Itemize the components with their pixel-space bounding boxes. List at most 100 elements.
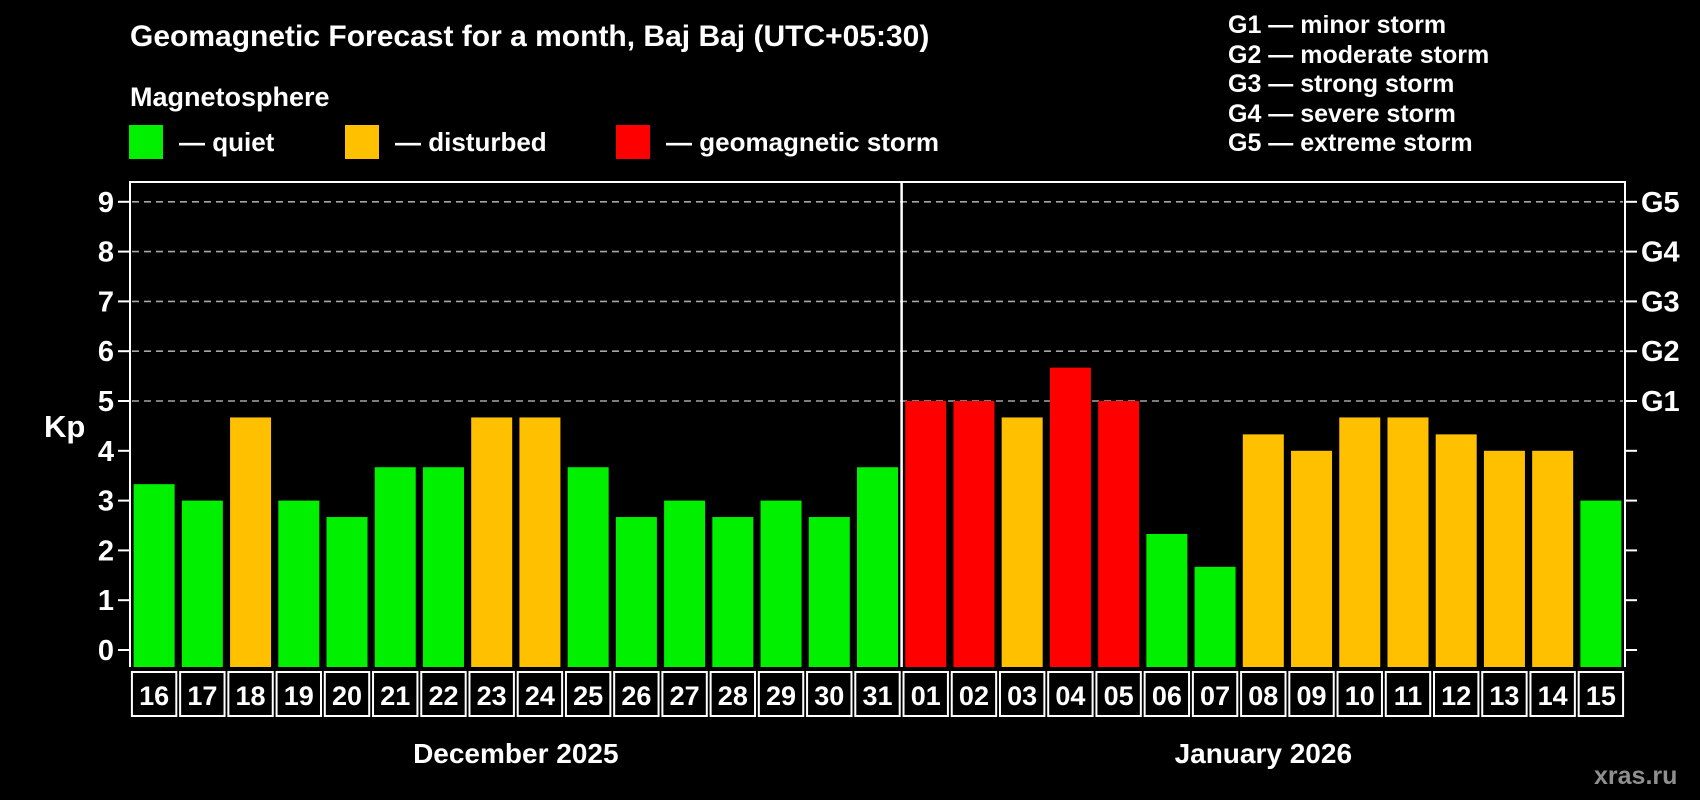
day-box-03 [998, 671, 1046, 717]
disturbed-label: — disturbed [395, 126, 547, 157]
y-tick-label-9: 9 [98, 187, 114, 219]
day-box-31 [854, 671, 901, 717]
y-tick-label-4: 4 [98, 436, 114, 468]
day-box-17 [179, 671, 226, 717]
kp-bar-january-12 [1435, 434, 1477, 667]
day-label-22: 22 [428, 681, 458, 711]
day-label-09: 09 [1297, 681, 1327, 711]
disturbed-color-swatch [345, 125, 379, 159]
day-label-20: 20 [332, 681, 362, 711]
day-label-01: 01 [911, 681, 941, 711]
day-label-07: 07 [1200, 681, 1230, 711]
day-label-30: 30 [814, 681, 844, 711]
plot-border [129, 181, 1626, 667]
kp-bar-december-24 [519, 417, 561, 667]
day-label-14: 14 [1538, 681, 1568, 711]
kp-bar-december-29 [760, 500, 802, 667]
g-level-label-G3: G3 [1641, 286, 1680, 318]
day-label-31: 31 [862, 681, 892, 711]
day-box-07 [1191, 671, 1239, 717]
kp-bar-january-11 [1387, 417, 1429, 667]
y-tick-label-6: 6 [98, 336, 114, 368]
day-label-28: 28 [718, 681, 748, 711]
g3-legend-line: G3 — strong storm [1228, 70, 1455, 98]
day-label-02: 02 [959, 681, 989, 711]
magnetosphere-subtitle: Magnetosphere [130, 82, 330, 112]
day-box-29 [757, 671, 805, 717]
day-label-11: 11 [1394, 681, 1423, 711]
day-label-05: 05 [1104, 681, 1134, 711]
xras-watermark: xras.ru [1594, 762, 1678, 790]
y-tick-label-5: 5 [98, 386, 114, 418]
y-tick-label-2: 2 [98, 535, 114, 567]
day-box-16 [130, 671, 178, 717]
y-tick-label-3: 3 [98, 486, 114, 518]
day-label-26: 26 [621, 681, 651, 711]
day-label-23: 23 [477, 681, 507, 711]
day-box-08 [1240, 671, 1287, 717]
day-box-27 [661, 671, 708, 717]
g4-legend-line: G4 — severe storm [1228, 99, 1456, 128]
kp-bar-january-15 [1580, 500, 1622, 667]
day-box-25 [564, 671, 612, 717]
day-box-18 [227, 671, 274, 717]
quiet-label: — quiet [179, 126, 275, 157]
day-box-14 [1529, 671, 1576, 717]
day-box-19 [275, 671, 322, 717]
g-level-label-G4: G4 [1641, 237, 1680, 269]
storm-label: — geomagnetic storm [666, 126, 940, 157]
kp-bar-january-10 [1339, 417, 1381, 667]
day-label-18: 18 [236, 681, 266, 711]
kp-bar-december-28 [712, 517, 754, 667]
month-label-0: December 2025 [413, 738, 618, 769]
day-box-04 [1047, 671, 1094, 717]
kp-bar-december-20 [326, 517, 368, 667]
kp-bar-january-08 [1242, 434, 1284, 667]
kp-bar-january-13 [1483, 450, 1525, 667]
day-box-30 [806, 671, 853, 717]
kp-bar-january-01 [905, 401, 947, 667]
g2-legend-line: G2 — moderate storm [1228, 40, 1490, 69]
day-label-17: 17 [187, 681, 217, 711]
day-box-20 [323, 671, 371, 717]
page-title: Geomagnetic Forecast for a month, Baj Ba… [130, 20, 930, 53]
g5-legend-line: G5 — extreme storm [1228, 129, 1473, 157]
kp-bar-january-02 [953, 401, 995, 667]
kp-bar-january-03 [1001, 417, 1043, 667]
g-level-label-G2: G2 [1641, 336, 1680, 368]
kp-bar-january-04 [1049, 367, 1091, 667]
day-box-28 [709, 671, 757, 717]
day-box-11 [1384, 671, 1432, 717]
day-box-05 [1095, 671, 1142, 717]
day-label-29: 29 [766, 681, 796, 711]
day-label-04: 04 [1055, 681, 1085, 711]
day-label-06: 06 [1152, 681, 1182, 711]
kp-bar-december-26 [615, 517, 657, 667]
day-label-12: 12 [1441, 681, 1471, 711]
day-box-23 [468, 671, 515, 717]
day-label-21: 21 [380, 681, 410, 711]
g-level-label-G5: G5 [1641, 187, 1680, 219]
kp-bar-december-16 [133, 484, 175, 667]
day-label-27: 27 [670, 681, 700, 711]
kp-bar-december-17 [181, 500, 223, 667]
kp-bar-december-19 [278, 500, 320, 667]
kp-axis-title: Kp [44, 409, 85, 444]
day-label-13: 13 [1489, 681, 1519, 711]
day-box-02 [950, 671, 998, 717]
day-label-10: 10 [1345, 681, 1375, 711]
y-tick-label-7: 7 [98, 286, 114, 318]
kp-bar-december-30 [808, 517, 850, 667]
day-box-15 [1577, 671, 1625, 717]
day-box-24 [516, 671, 564, 717]
day-label-08: 08 [1248, 681, 1278, 711]
kp-bar-january-07 [1194, 566, 1236, 667]
g1-legend-line: G1 — minor storm [1228, 11, 1447, 39]
day-label-24: 24 [525, 681, 555, 711]
month-label-1: January 2026 [1175, 738, 1352, 769]
g-level-label-G1: G1 [1641, 386, 1680, 418]
y-tick-label-8: 8 [98, 237, 114, 269]
legend-item-quiet: — quiet [129, 124, 274, 160]
